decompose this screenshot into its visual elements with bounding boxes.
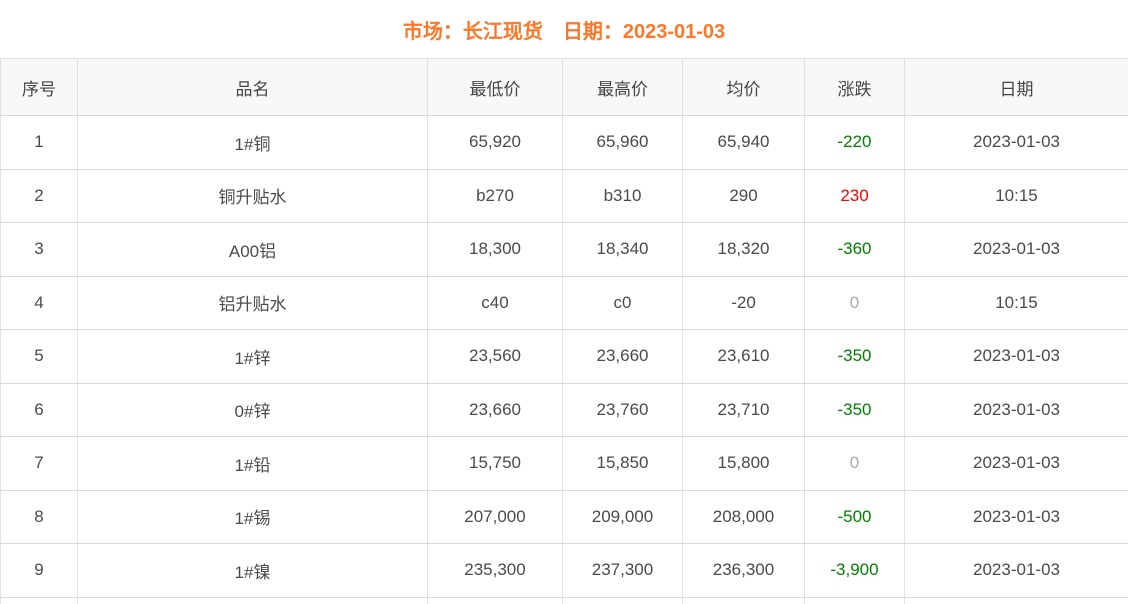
name-cell: 1#铅: [77, 436, 428, 491]
change-cell: -350: [804, 329, 905, 384]
name-cell: 0#锌: [77, 382, 428, 437]
high-cell: 23,660: [562, 329, 683, 384]
name-cell: 1#镍: [77, 543, 428, 598]
low-cell: 65,920: [427, 115, 563, 170]
price-table: 序号 品名 最低价 最高价 均价 涨跌 日期 1 1#铜 65,920 65,9…: [0, 58, 1128, 604]
row-no-cell: 4: [0, 275, 78, 330]
col-header-no: 序号: [0, 58, 78, 116]
change-cell: -3,900: [804, 543, 905, 598]
row-no-cell: 8: [0, 489, 78, 544]
high-cell: 18,340: [562, 222, 683, 277]
col-header-change: 涨跌: [804, 58, 905, 116]
avg-cell: 65,940: [682, 115, 805, 170]
name-cell: A00铝: [77, 222, 428, 277]
table-row: 5 1#锌 23,560 23,660 23,610 -350 2023-01-…: [0, 329, 1128, 384]
avg-cell: 236,300: [682, 543, 805, 598]
table-row-partial: [0, 596, 1128, 604]
col-header-high: 最高价: [562, 58, 683, 116]
table-row: 9 1#镍 235,300 237,300 236,300 -3,900 202…: [0, 543, 1128, 598]
date-cell: 2023-01-03: [904, 436, 1128, 491]
table-row: 2 铜升贴水 b270 b310 290 230 10:15: [0, 168, 1128, 223]
row-no-cell: 2: [0, 168, 78, 223]
col-header-avg: 均价: [682, 58, 805, 116]
low-cell: b270: [427, 168, 563, 223]
avg-cell: 290: [682, 168, 805, 223]
low-cell: 23,660: [427, 382, 563, 437]
avg-cell: 23,710: [682, 382, 805, 437]
name-cell: 1#铜: [77, 115, 428, 170]
date-cell: 2023-01-03: [904, 543, 1128, 598]
low-cell: [427, 596, 563, 604]
date-cell: 10:15: [904, 275, 1128, 330]
avg-cell: 18,320: [682, 222, 805, 277]
table-row: 1 1#铜 65,920 65,960 65,940 -220 2023-01-…: [0, 115, 1128, 170]
name-cell: 1#锌: [77, 329, 428, 384]
high-cell: b310: [562, 168, 683, 223]
high-cell: 15,850: [562, 436, 683, 491]
low-cell: 23,560: [427, 329, 563, 384]
low-cell: 15,750: [427, 436, 563, 491]
low-cell: 235,300: [427, 543, 563, 598]
date-cell: 2023-01-03: [904, 329, 1128, 384]
row-no-cell: 7: [0, 436, 78, 491]
date-cell: 2023-01-03: [904, 222, 1128, 277]
high-cell: 237,300: [562, 543, 683, 598]
table-header-row: 序号 品名 最低价 最高价 均价 涨跌 日期: [0, 58, 1128, 116]
low-cell: c40: [427, 275, 563, 330]
change-cell: -360: [804, 222, 905, 277]
change-cell: [804, 596, 905, 604]
row-no-cell: 1: [0, 115, 78, 170]
high-cell: 65,960: [562, 115, 683, 170]
row-no-cell: 3: [0, 222, 78, 277]
col-header-name: 品名: [77, 58, 428, 116]
change-cell: 230: [804, 168, 905, 223]
row-no-cell: 9: [0, 543, 78, 598]
low-cell: 18,300: [427, 222, 563, 277]
page-title: 市场：长江现货 日期：2023-01-03: [0, 0, 1128, 58]
change-cell: -500: [804, 489, 905, 544]
date-cell: 10:15: [904, 168, 1128, 223]
table-row: 8 1#锡 207,000 209,000 208,000 -500 2023-…: [0, 489, 1128, 544]
name-cell: 1#锡: [77, 489, 428, 544]
row-no-cell: 5: [0, 329, 78, 384]
name-cell: 铝升贴水: [77, 275, 428, 330]
high-cell: 209,000: [562, 489, 683, 544]
avg-cell: -20: [682, 275, 805, 330]
change-cell: 0: [804, 436, 905, 491]
change-cell: -220: [804, 115, 905, 170]
date-cell: [904, 596, 1128, 604]
date-label: 日期：2023-01-03: [562, 20, 726, 43]
name-cell: [77, 596, 428, 604]
table-row: 3 A00铝 18,300 18,340 18,320 -360 2023-01…: [0, 222, 1128, 277]
table-row: 4 铝升贴水 c40 c0 -20 0 10:15: [0, 275, 1128, 330]
change-cell: -350: [804, 382, 905, 437]
col-header-low: 最低价: [427, 58, 563, 116]
avg-cell: 23,610: [682, 329, 805, 384]
table-row: 6 0#锌 23,660 23,760 23,710 -350 2023-01-…: [0, 382, 1128, 437]
table-row: 7 1#铅 15,750 15,850 15,800 0 2023-01-03: [0, 436, 1128, 491]
high-cell: c0: [562, 275, 683, 330]
high-cell: [562, 596, 683, 604]
avg-cell: 208,000: [682, 489, 805, 544]
avg-cell: 15,800: [682, 436, 805, 491]
high-cell: 23,760: [562, 382, 683, 437]
date-cell: 2023-01-03: [904, 382, 1128, 437]
avg-cell: [682, 596, 805, 604]
date-cell: 2023-01-03: [904, 115, 1128, 170]
low-cell: 207,000: [427, 489, 563, 544]
date-cell: 2023-01-03: [904, 489, 1128, 544]
name-cell: 铜升贴水: [77, 168, 428, 223]
market-label: 市场：长江现货: [402, 20, 543, 43]
change-cell: 0: [804, 275, 905, 330]
row-no-cell: [0, 596, 78, 604]
row-no-cell: 6: [0, 382, 78, 437]
col-header-date: 日期: [904, 58, 1128, 116]
